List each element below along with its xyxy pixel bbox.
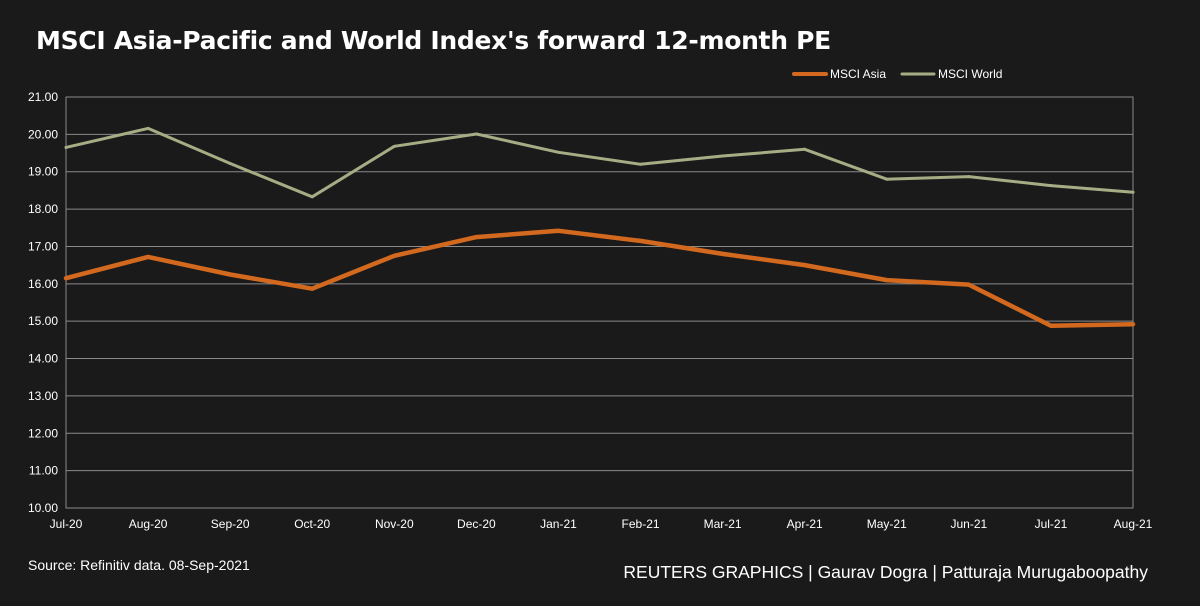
data-point-msci-world bbox=[639, 162, 643, 166]
y-tick-label: 12.00 bbox=[28, 426, 58, 440]
credit-note: REUTERS GRAPHICS | Gaurav Dogra | Pattur… bbox=[623, 562, 1148, 582]
data-point-msci-world bbox=[392, 144, 396, 148]
data-point-msci-asia bbox=[228, 272, 232, 276]
data-point-msci-world bbox=[310, 195, 314, 199]
y-tick-label: 20.00 bbox=[28, 127, 58, 141]
series-line-msci-asia bbox=[63, 228, 1136, 328]
x-tick-label: Mar-21 bbox=[704, 517, 742, 531]
x-tick-label: Jun-21 bbox=[950, 517, 987, 531]
data-point-msci-world bbox=[967, 175, 971, 179]
y-tick-label: 13.00 bbox=[28, 389, 58, 403]
data-point-msci-asia bbox=[885, 278, 889, 282]
data-point-msci-world bbox=[1131, 190, 1135, 194]
data-point-msci-world bbox=[721, 154, 725, 158]
data-point-msci-world bbox=[228, 162, 232, 166]
y-tick-label: 11.00 bbox=[29, 464, 58, 478]
y-tick-label: 17.00 bbox=[28, 239, 58, 253]
x-tick-label: Feb-21 bbox=[622, 517, 660, 531]
y-tick-label: 14.00 bbox=[28, 352, 58, 366]
data-point-msci-world bbox=[1049, 184, 1053, 188]
data-point-msci-asia bbox=[474, 235, 478, 239]
data-point-msci-world bbox=[474, 132, 478, 136]
x-tick-label: Aug-20 bbox=[129, 517, 168, 531]
data-point-msci-asia bbox=[639, 239, 643, 243]
data-point-msci-world bbox=[64, 145, 68, 149]
x-tick-label: Aug-21 bbox=[1114, 517, 1153, 531]
x-tick-label: Sep-20 bbox=[211, 517, 250, 531]
x-tick-label: May-21 bbox=[867, 517, 907, 531]
data-point-msci-world bbox=[556, 150, 560, 154]
source-note: Source: Refinitiv data. 08-Sep-2021 bbox=[28, 557, 250, 573]
x-tick-label: Jul-21 bbox=[1035, 517, 1068, 531]
x-tick-label: Dec-20 bbox=[457, 517, 496, 531]
data-point-msci-asia bbox=[556, 229, 560, 233]
data-point-msci-asia bbox=[146, 255, 150, 259]
x-tick-label: Nov-20 bbox=[375, 517, 414, 531]
y-tick-label: 10.00 bbox=[28, 501, 58, 515]
data-point-msci-world bbox=[146, 126, 150, 130]
x-tick-label: Jul-20 bbox=[50, 517, 83, 531]
x-tick-label: Oct-20 bbox=[294, 517, 330, 531]
y-tick-label: 21.00 bbox=[28, 90, 58, 104]
y-tick-label: 16.00 bbox=[28, 277, 58, 291]
legend-label-msci-world: MSCI World bbox=[938, 67, 1002, 81]
x-tick-label: Jan-21 bbox=[540, 517, 577, 531]
series-line-msci-world bbox=[64, 126, 1135, 199]
plot-border bbox=[65, 96, 1134, 509]
y-tick-label: 19.00 bbox=[28, 165, 58, 179]
x-tick-label: Apr-21 bbox=[787, 517, 823, 531]
data-point-msci-asia bbox=[721, 252, 725, 256]
data-point-msci-asia bbox=[392, 254, 396, 258]
data-point-msci-asia bbox=[1049, 324, 1053, 328]
y-tick-label: 18.00 bbox=[28, 202, 58, 216]
data-point-msci-asia bbox=[967, 283, 971, 287]
chart-title: MSCI Asia-Pacific and World Index's forw… bbox=[36, 26, 831, 55]
legend-label-msci-asia: MSCI Asia bbox=[830, 67, 886, 81]
data-point-msci-world bbox=[885, 177, 889, 181]
data-point-msci-asia bbox=[64, 276, 68, 280]
data-point-msci-asia bbox=[310, 287, 314, 291]
data-point-msci-world bbox=[803, 147, 807, 151]
data-point-msci-asia bbox=[1131, 322, 1135, 326]
data-point-msci-asia bbox=[803, 263, 807, 267]
y-tick-label: 15.00 bbox=[28, 314, 58, 328]
